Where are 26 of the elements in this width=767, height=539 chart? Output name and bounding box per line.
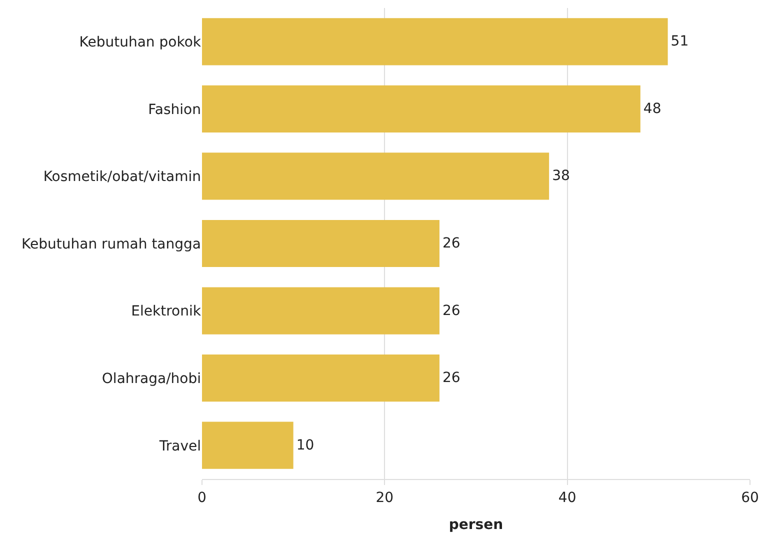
- bar: [202, 18, 668, 66]
- y-tick-label: Kebutuhan pokok: [79, 34, 202, 51]
- y-tick-label: Olahraga/hobi: [102, 370, 201, 387]
- data-label: 26: [442, 302, 460, 319]
- x-tick-label: 40: [558, 490, 576, 506]
- bar: [202, 85, 640, 132]
- x-tick-label: 0: [198, 490, 206, 506]
- x-tick-label: 20: [376, 490, 394, 506]
- data-label: 38: [552, 168, 570, 184]
- bar: [202, 152, 550, 200]
- bar: [202, 422, 294, 469]
- bar: [202, 287, 440, 334]
- x-tick-label: 60: [741, 490, 759, 506]
- data-label: 51: [670, 34, 689, 50]
- bar: [202, 354, 440, 402]
- y-tick-label: Fashion: [148, 102, 201, 118]
- data-label: 26: [442, 370, 460, 386]
- y-tick-label: Travel: [158, 438, 201, 454]
- y-tick-label: Kebutuhan rumah tangga: [22, 236, 201, 252]
- data-label: 26: [442, 236, 460, 252]
- y-tick-label: Elektronik: [131, 304, 202, 320]
- y-tick-label: Kosmetik/obat/vitamin: [43, 169, 201, 186]
- data-label: 10: [296, 437, 314, 454]
- x-axis-title: persen: [448, 517, 504, 534]
- bar: [202, 220, 440, 268]
- data-label: 48: [643, 100, 662, 117]
